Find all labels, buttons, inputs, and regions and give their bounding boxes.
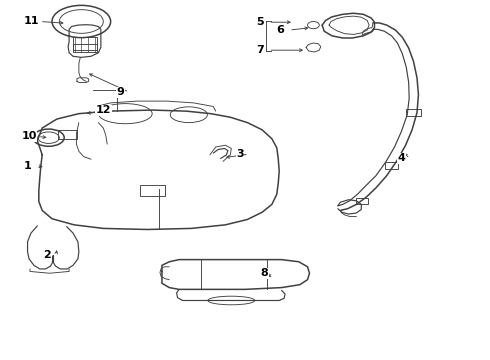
Text: 9: 9 bbox=[117, 87, 124, 97]
Text: 11: 11 bbox=[23, 17, 39, 27]
Text: 1: 1 bbox=[24, 161, 31, 171]
Bar bbox=[58, 130, 77, 139]
Text: 2: 2 bbox=[43, 250, 51, 260]
Bar bbox=[73, 37, 98, 51]
Text: 4: 4 bbox=[397, 153, 405, 163]
Bar bbox=[385, 162, 398, 169]
Text: 5: 5 bbox=[256, 17, 264, 27]
Bar bbox=[356, 198, 368, 204]
Bar bbox=[73, 44, 98, 50]
Text: 6: 6 bbox=[276, 25, 284, 35]
Text: 8: 8 bbox=[261, 268, 269, 278]
Text: 7: 7 bbox=[256, 45, 264, 55]
Bar bbox=[406, 109, 421, 116]
Text: 12: 12 bbox=[96, 105, 111, 115]
Text: 3: 3 bbox=[236, 149, 244, 159]
Text: 10: 10 bbox=[22, 131, 37, 141]
Bar bbox=[140, 185, 165, 196]
